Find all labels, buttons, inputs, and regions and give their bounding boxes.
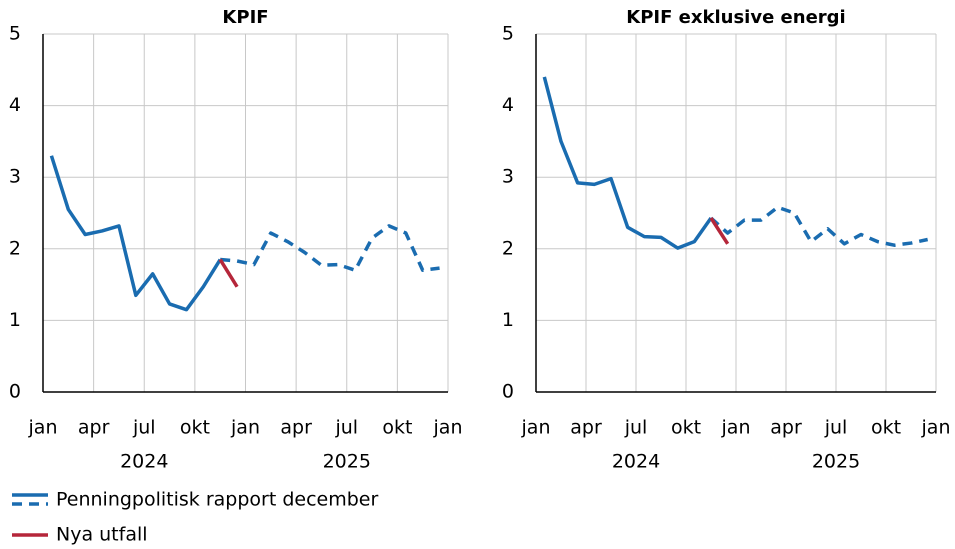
y-tick-label: 3	[502, 166, 514, 188]
year-label: 2024	[612, 451, 660, 473]
y-tick-label: 5	[502, 23, 514, 45]
x-tick-label: apr	[78, 417, 110, 439]
x-tick-label: jan	[521, 417, 551, 439]
x-tick-label: jan	[721, 417, 751, 439]
y-tick-label: 5	[9, 23, 21, 45]
y-tick-label: 0	[9, 381, 21, 403]
year-label: 2025	[812, 451, 860, 473]
y-tick-label: 1	[9, 309, 21, 331]
x-tick-label: jul	[624, 417, 648, 439]
chart-title: KPIF exklusive energi	[626, 7, 845, 28]
y-tick-label: 4	[9, 94, 21, 116]
x-tick-label: okt	[871, 417, 901, 439]
legend-label: Nya utfall	[56, 524, 148, 546]
y-tick-label: 2	[502, 237, 514, 259]
legend-label: Penningpolitisk rapport december	[56, 489, 378, 511]
x-tick-label: jul	[132, 417, 156, 439]
series-line	[218, 258, 239, 288]
series-line	[542, 76, 713, 250]
x-tick-label: apr	[770, 417, 802, 439]
y-tick-label: 4	[502, 94, 514, 116]
x-tick-label: jul	[334, 417, 358, 439]
x-tick-label: jan	[921, 417, 951, 439]
x-tick-label: okt	[180, 417, 210, 439]
year-label: 2024	[120, 451, 168, 473]
y-tick-label: 3	[9, 166, 21, 188]
x-tick-label: jul	[824, 417, 848, 439]
y-tick-label: 0	[502, 381, 514, 403]
series-line	[709, 205, 929, 247]
x-tick-label: okt	[671, 417, 701, 439]
x-tick-label: okt	[382, 417, 412, 439]
x-tick-label: jan	[433, 417, 463, 439]
x-tick-label: jan	[28, 417, 58, 439]
series-line	[709, 217, 730, 245]
y-tick-label: 2	[9, 237, 21, 259]
x-tick-label: apr	[280, 417, 312, 439]
series-line	[220, 224, 440, 273]
x-tick-label: apr	[570, 417, 602, 439]
y-tick-label: 1	[502, 309, 514, 331]
x-tick-label: jan	[230, 417, 260, 439]
chart-title: KPIF	[222, 7, 268, 28]
series-line	[49, 155, 222, 312]
year-label: 2025	[323, 451, 371, 473]
